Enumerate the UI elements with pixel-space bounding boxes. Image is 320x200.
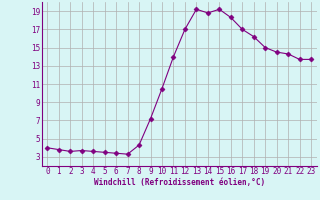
X-axis label: Windchill (Refroidissement éolien,°C): Windchill (Refroidissement éolien,°C) [94, 178, 265, 187]
